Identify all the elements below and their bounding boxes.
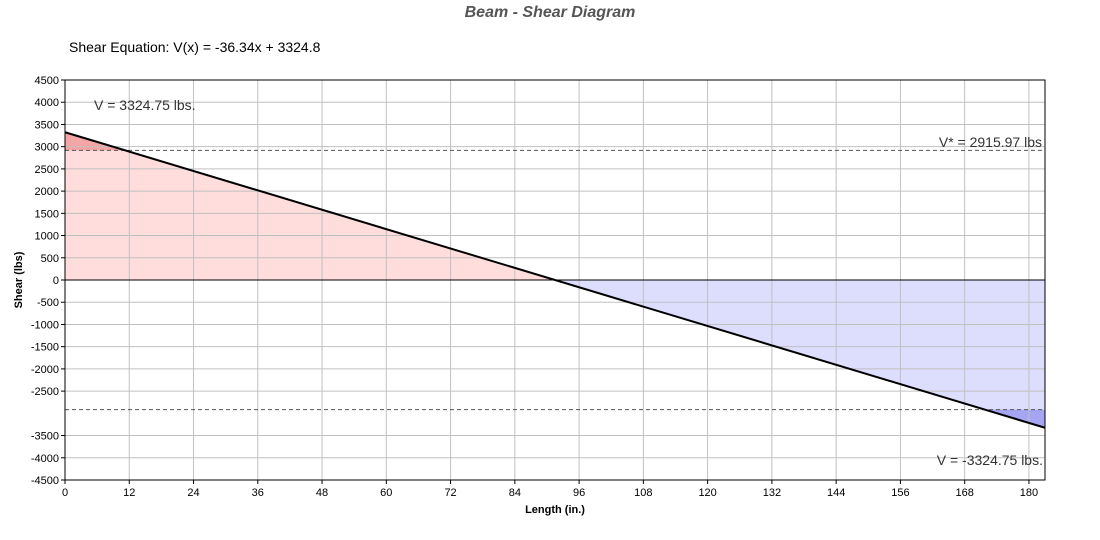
y-tick-label: 3500 bbox=[35, 119, 59, 131]
x-tick-label: 84 bbox=[509, 487, 521, 499]
x-tick-label: 132 bbox=[763, 487, 781, 499]
grid-lines bbox=[65, 80, 1045, 480]
y-tick-label: -4000 bbox=[31, 453, 59, 465]
annotation-v-max: V = 3324.75 lbs. bbox=[94, 97, 196, 113]
shear-equation: Shear Equation: V(x) = -36.34x + 3324.8 bbox=[69, 39, 321, 55]
annotation-v-min: V = -3324.75 lbs. bbox=[937, 452, 1043, 468]
y-tick-label: 1000 bbox=[35, 231, 59, 243]
y-tick-label: -500 bbox=[37, 297, 59, 309]
y-tick-label: -4500 bbox=[31, 475, 59, 487]
x-tick-label: 144 bbox=[827, 487, 845, 499]
x-tick-label: 96 bbox=[573, 487, 585, 499]
shear-series bbox=[64, 131, 1046, 429]
y-tick-label: 2000 bbox=[35, 186, 59, 198]
y-axis-label: Shear (lbs) bbox=[13, 251, 25, 308]
y-tick-label: 0 bbox=[53, 275, 59, 287]
shear-line bbox=[64, 131, 1046, 429]
x-tick-label: 72 bbox=[444, 487, 456, 499]
x-tick-label: 12 bbox=[123, 487, 135, 499]
x-tick-label: 0 bbox=[62, 487, 68, 499]
limit-lines bbox=[65, 149, 1045, 411]
x-tick-label: 36 bbox=[252, 487, 264, 499]
y-tick-label: -2000 bbox=[31, 364, 59, 376]
x-tick-label: 180 bbox=[1020, 487, 1038, 499]
y-tick-label: 3000 bbox=[35, 142, 59, 154]
x-tick-label: 24 bbox=[187, 487, 199, 499]
x-axis-ticks: 0 12 24 36 48 60 72 84 96 108 120 132 144 156 168 180 bbox=[62, 480, 1038, 499]
y-tick-label: 2500 bbox=[35, 164, 59, 176]
chart-title: Beam - Shear Diagram bbox=[465, 4, 636, 21]
y-tick-label: 1500 bbox=[35, 208, 59, 220]
y-tick-label: 500 bbox=[41, 253, 59, 265]
y-tick-label: 4000 bbox=[35, 97, 59, 109]
x-axis-label: Length (in.) bbox=[525, 504, 585, 516]
x-tick-label: 156 bbox=[891, 487, 909, 499]
x-tick-label: 48 bbox=[316, 487, 328, 499]
y-tick-label: -1000 bbox=[31, 319, 59, 331]
annotation-v-star: V* = 2915.97 lbs bbox=[939, 134, 1042, 150]
y-tick-label: -1500 bbox=[31, 342, 59, 354]
x-tick-label: 120 bbox=[698, 487, 716, 499]
x-tick-label: 60 bbox=[380, 487, 392, 499]
x-tick-label: 168 bbox=[955, 487, 973, 499]
x-tick-label: 108 bbox=[634, 487, 652, 499]
y-tick-label: 4500 bbox=[35, 75, 59, 87]
y-tick-label: -2500 bbox=[31, 386, 59, 398]
y-tick-label: -3500 bbox=[31, 431, 59, 443]
y-axis-ticks: 4500 4000 3500 3000 2500 2000 1500 1000 500 0 -500… bbox=[31, 75, 65, 487]
